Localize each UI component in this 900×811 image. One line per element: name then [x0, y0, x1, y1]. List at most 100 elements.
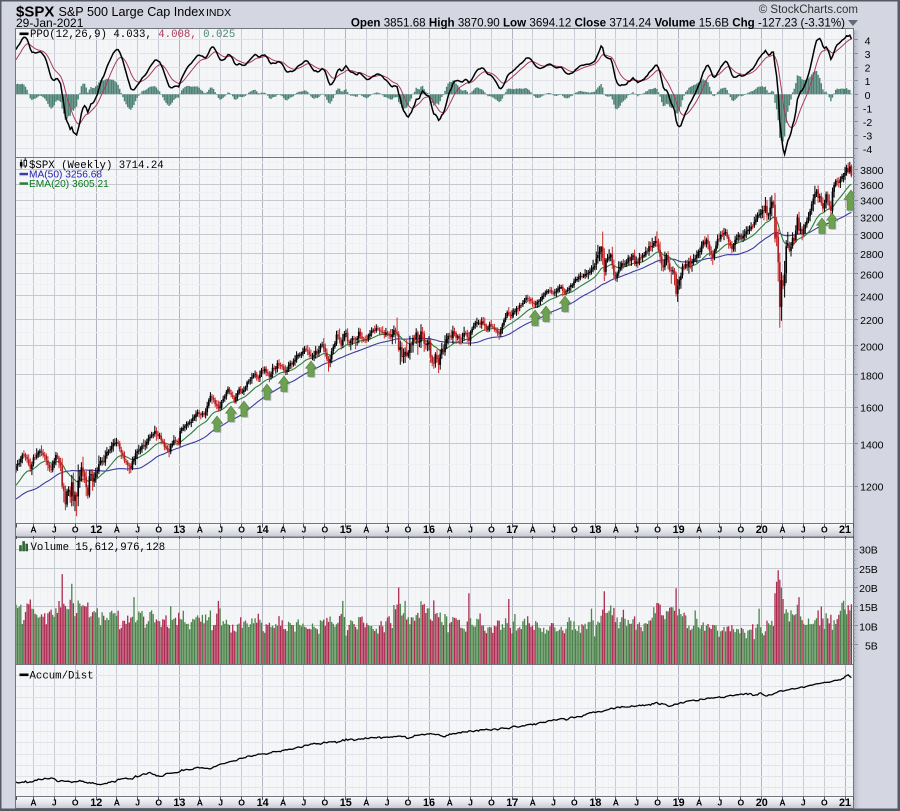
- svg-text:J: J: [718, 524, 723, 534]
- svg-text:J: J: [634, 524, 639, 534]
- svg-text:1400: 1400: [860, 439, 884, 451]
- svg-text:18: 18: [589, 524, 601, 536]
- svg-text:10B: 10B: [859, 621, 878, 633]
- svg-text:Accum/Dist: Accum/Dist: [30, 671, 94, 683]
- svg-text:A: A: [447, 524, 453, 534]
- svg-text:2800: 2800: [860, 249, 884, 261]
- svg-text:3600: 3600: [860, 180, 884, 192]
- svg-text:13: 13: [173, 524, 185, 536]
- svg-text:14: 14: [257, 797, 269, 809]
- svg-text:EMA(20) 3605.21: EMA(20) 3605.21: [29, 179, 109, 190]
- svg-text:A: A: [530, 524, 536, 534]
- svg-text:A: A: [613, 524, 619, 534]
- svg-text:O: O: [821, 798, 828, 808]
- svg-text:2600: 2600: [860, 269, 884, 281]
- svg-text:O: O: [238, 524, 245, 534]
- svg-text:J: J: [385, 798, 390, 808]
- svg-text:J: J: [52, 524, 57, 534]
- svg-text:20B: 20B: [859, 583, 878, 595]
- svg-text:A: A: [696, 524, 702, 534]
- svg-text:12: 12: [90, 524, 102, 536]
- svg-text:13: 13: [173, 797, 185, 809]
- svg-text:3: 3: [865, 49, 871, 61]
- svg-text:3200: 3200: [860, 212, 884, 224]
- svg-text:15: 15: [340, 524, 352, 536]
- svg-text:A: A: [779, 524, 785, 534]
- svg-text:J: J: [302, 798, 307, 808]
- svg-text:15: 15: [340, 797, 352, 809]
- svg-text:O: O: [321, 798, 328, 808]
- svg-text:O: O: [737, 798, 744, 808]
- svg-text:PPO(12,26,9) 4.033, 4.008, 0.0: PPO(12,26,9) 4.033, 4.008, 0.025: [30, 29, 235, 41]
- svg-text:1600: 1600: [860, 403, 884, 415]
- svg-text:A: A: [363, 798, 369, 808]
- svg-text:18: 18: [589, 797, 601, 809]
- svg-text:J: J: [218, 798, 223, 808]
- svg-text:1: 1: [865, 76, 871, 88]
- svg-text:J: J: [634, 798, 639, 808]
- svg-text:O: O: [72, 798, 79, 808]
- svg-text:A: A: [114, 524, 120, 534]
- svg-text:21: 21: [839, 524, 851, 536]
- svg-text:O: O: [72, 524, 79, 534]
- svg-text:A: A: [779, 798, 785, 808]
- svg-text:17: 17: [506, 524, 518, 536]
- svg-text:-4: -4: [863, 144, 872, 156]
- svg-text:A: A: [530, 798, 536, 808]
- svg-text:J: J: [801, 798, 806, 808]
- svg-text:O: O: [405, 798, 412, 808]
- svg-text:2: 2: [865, 63, 871, 75]
- svg-text:J: J: [52, 798, 57, 808]
- svg-text:19: 19: [673, 524, 685, 536]
- svg-text:12: 12: [90, 797, 102, 809]
- svg-text:5B: 5B: [865, 641, 878, 653]
- svg-text:1800: 1800: [860, 370, 884, 382]
- svg-text:2400: 2400: [860, 291, 884, 303]
- svg-text:29-Jan-2021: 29-Jan-2021: [16, 16, 84, 30]
- svg-text:A: A: [280, 524, 286, 534]
- svg-text:2200: 2200: [860, 315, 884, 327]
- svg-text:MA(50) 3256.68: MA(50) 3256.68: [29, 170, 102, 181]
- svg-text:-1: -1: [863, 103, 872, 115]
- svg-text:O: O: [654, 524, 661, 534]
- svg-text:30B: 30B: [859, 545, 878, 557]
- svg-text:J: J: [551, 798, 556, 808]
- svg-text:14: 14: [257, 524, 269, 536]
- svg-text:4: 4: [865, 35, 871, 47]
- svg-text:3800: 3800: [860, 165, 884, 177]
- svg-text:16: 16: [423, 524, 435, 536]
- svg-text:15B: 15B: [859, 602, 878, 614]
- svg-text:O: O: [155, 524, 162, 534]
- svg-text:-3: -3: [863, 131, 872, 143]
- svg-text:A: A: [280, 798, 286, 808]
- svg-text:INDX: INDX: [206, 7, 231, 19]
- svg-text:J: J: [385, 524, 390, 534]
- svg-text:J: J: [551, 524, 556, 534]
- svg-text:A: A: [30, 798, 36, 808]
- svg-text:16: 16: [423, 797, 435, 809]
- svg-text:0: 0: [865, 90, 871, 102]
- svg-text:O: O: [821, 524, 828, 534]
- svg-text:A: A: [30, 524, 36, 534]
- svg-text:O: O: [488, 798, 495, 808]
- svg-text:$SPX (Weekly) 3714.24: $SPX (Weekly) 3714.24: [29, 160, 164, 172]
- svg-text:S&P 500 Large Cap Index: S&P 500 Large Cap Index: [59, 5, 206, 19]
- svg-text:O: O: [238, 798, 245, 808]
- svg-text:3000: 3000: [860, 230, 884, 242]
- svg-text:O: O: [737, 524, 744, 534]
- svg-text:A: A: [197, 524, 203, 534]
- svg-text:J: J: [135, 524, 140, 534]
- svg-text:17: 17: [506, 797, 518, 809]
- svg-text:O: O: [488, 524, 495, 534]
- svg-text:O: O: [155, 798, 162, 808]
- svg-text:A: A: [613, 798, 619, 808]
- svg-text:O: O: [571, 798, 578, 808]
- svg-text:J: J: [468, 798, 473, 808]
- svg-text:J: J: [135, 798, 140, 808]
- svg-text:© StockCharts.com: © StockCharts.com: [759, 4, 858, 16]
- svg-text:21: 21: [839, 797, 851, 809]
- svg-text:J: J: [718, 798, 723, 808]
- svg-text:J: J: [801, 524, 806, 534]
- svg-text:2000: 2000: [860, 341, 884, 353]
- svg-text:A: A: [447, 798, 453, 808]
